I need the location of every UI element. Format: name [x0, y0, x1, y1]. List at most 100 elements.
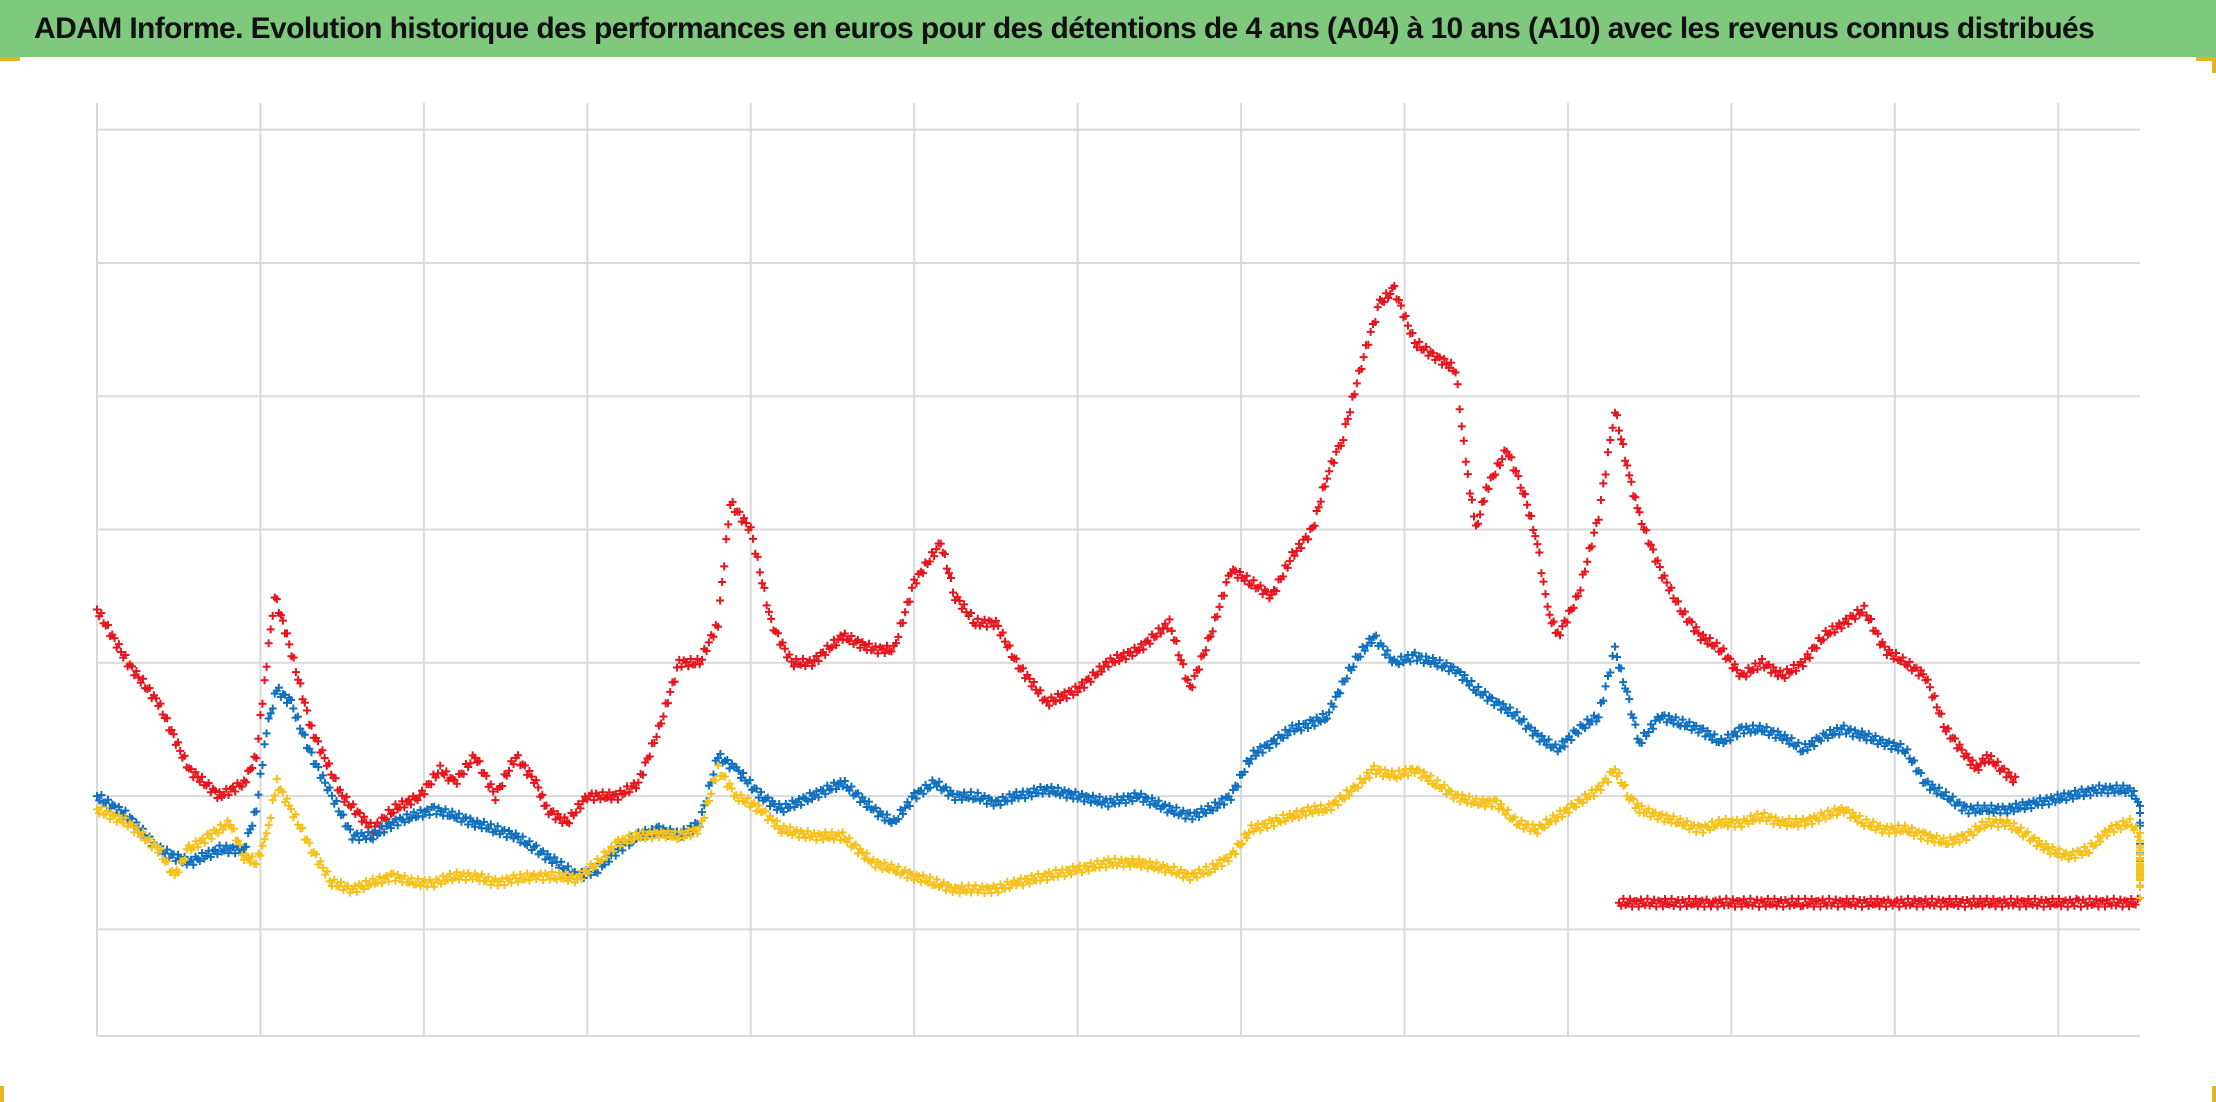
data-point: [1894, 821, 1903, 830]
data-point: [1810, 742, 1819, 751]
data-point: [423, 882, 432, 891]
data-point: [772, 805, 781, 814]
data-point: [350, 882, 359, 891]
data-point: [1826, 629, 1835, 638]
data-point: [1876, 821, 1885, 830]
data-point: [228, 843, 237, 852]
data-point: [260, 835, 269, 844]
data-point: [775, 824, 784, 833]
data-point: [180, 855, 189, 864]
data-point: [1332, 447, 1341, 456]
data-point: [1794, 738, 1803, 747]
data-point: [121, 813, 130, 822]
data-point: [464, 820, 473, 829]
data-point: [441, 805, 450, 814]
data-point: [2078, 851, 2087, 860]
data-point: [1610, 642, 1619, 651]
data-point: [1256, 581, 1265, 590]
data-point: [755, 568, 764, 577]
data-point: [695, 660, 704, 669]
data-point: [1814, 896, 1823, 905]
data-point: [808, 661, 817, 670]
data-point: [2051, 798, 2060, 807]
data-point: [2032, 841, 2041, 850]
data-point: [763, 793, 772, 802]
data-point: [930, 881, 939, 890]
data-point: [1413, 656, 1422, 665]
data-point: [377, 879, 386, 888]
data-point: [1469, 512, 1478, 521]
data-point: [1943, 902, 1952, 911]
data-point: [1642, 526, 1651, 535]
data-point: [1926, 683, 1935, 692]
data-point: [121, 650, 130, 659]
data-point: [1528, 731, 1537, 740]
data-point: [152, 842, 161, 851]
data-point: [1683, 722, 1692, 731]
data-point: [198, 834, 207, 843]
data-point: [942, 564, 951, 573]
data-point: [648, 834, 657, 843]
data-point: [2125, 902, 2134, 911]
data-point: [2009, 807, 2018, 816]
data-point: [1687, 618, 1696, 627]
data-point: [1310, 721, 1319, 730]
data-point: [264, 714, 273, 723]
data-point: [1457, 422, 1466, 431]
data-point: [1186, 875, 1195, 884]
data-point: [1873, 894, 1882, 903]
data-point: [1617, 664, 1626, 673]
data-point: [1447, 787, 1456, 796]
data-point: [228, 782, 237, 791]
data-point: [1792, 815, 1801, 824]
data-point: [382, 871, 391, 880]
data-point: [812, 652, 821, 661]
data-point: [1073, 688, 1082, 697]
data-point: [1428, 654, 1437, 663]
data-point: [1746, 811, 1755, 820]
data-point: [1880, 642, 1889, 651]
data-point: [1785, 814, 1794, 823]
data-point: [445, 811, 454, 820]
data-point: [1117, 855, 1126, 864]
data-point: [491, 874, 500, 883]
data-point: [1621, 780, 1630, 789]
data-point: [1919, 670, 1928, 679]
data-point: [1682, 901, 1691, 910]
data-point: [1181, 814, 1190, 823]
data-point: [1394, 660, 1403, 669]
data-point: [1708, 817, 1717, 826]
data-point: [1192, 873, 1201, 882]
data-point: [2041, 840, 2050, 849]
data-point: [1367, 638, 1376, 647]
data-point: [1365, 773, 1374, 782]
data-point: [1339, 436, 1348, 445]
data-point: [1040, 869, 1049, 878]
data-point: [1401, 655, 1410, 664]
data-point: [97, 790, 106, 799]
corner-mark-top-right: [2196, 57, 2216, 61]
data-point: [1580, 723, 1589, 732]
data-point: [268, 704, 277, 713]
data-point: [246, 858, 255, 867]
data-point: [136, 832, 145, 841]
data-point: [596, 795, 605, 804]
data-point: [966, 608, 975, 617]
data-point: [1594, 515, 1603, 524]
data-point: [1755, 659, 1764, 668]
data-point: [2118, 817, 2127, 826]
data-point: [894, 862, 903, 871]
data-point: [2010, 819, 2019, 828]
data-point: [1372, 769, 1381, 778]
data-point: [882, 810, 891, 819]
data-point: [1685, 718, 1694, 727]
data-point: [1322, 714, 1331, 723]
data-point: [1691, 895, 1700, 904]
data-point: [1862, 611, 1871, 620]
data-point: [991, 616, 1000, 625]
data-point: [1329, 458, 1338, 467]
data-point: [2098, 896, 2107, 905]
data-point: [1699, 828, 1708, 837]
data-point: [1962, 749, 1971, 758]
data-point: [206, 853, 215, 862]
